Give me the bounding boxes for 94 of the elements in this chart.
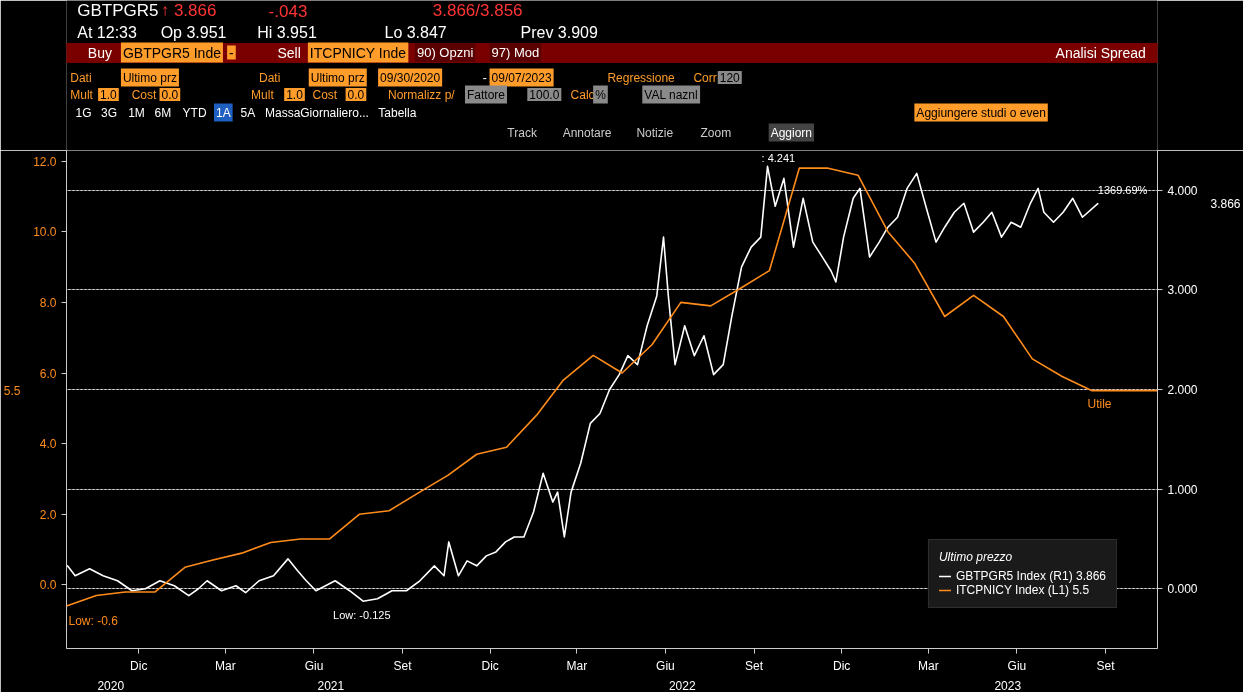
x-tick-label: Mar (917, 658, 939, 673)
text: Hi 3.951 (257, 24, 317, 41)
x-tick-label: Giu (656, 658, 675, 673)
text: 1G (75, 105, 92, 120)
text: Lo 3.847 (384, 24, 447, 41)
x-tick-label: Set (745, 658, 764, 673)
text: Annotare (562, 125, 612, 140)
text: GBTPGR5 Inde (122, 44, 222, 61)
y2-tick-label: 2.0 (39, 507, 57, 522)
text: 5A (240, 105, 256, 120)
y-tick-label: 1.000 (1167, 482, 1198, 497)
text: Mult (70, 87, 94, 102)
x-tick-label: Dic (481, 658, 499, 673)
text: 1M (128, 105, 145, 120)
text: Aggiungere studi o even (916, 105, 1046, 120)
text: Regressione (607, 70, 676, 85)
text: -.043 (268, 1, 308, 21)
y2-tick-label: 4.0 (39, 437, 57, 452)
x-tick-label: Set (393, 658, 413, 673)
text: ITCPNICY Inde (309, 44, 407, 61)
y2-tick-label: 8.0 (39, 295, 57, 310)
y-tick-label: 0.000 (1167, 582, 1198, 597)
text: 2021 (317, 678, 345, 692)
x-tick-label: Dic (832, 658, 851, 673)
text: Tabella (378, 105, 417, 120)
text: 09/30/2020 (380, 70, 441, 85)
text: 1.0 (286, 88, 304, 102)
text: 3.866 (1210, 197, 1241, 212)
text: - (229, 44, 235, 61)
text: GBTPGR5 (77, 1, 159, 20)
text: 97) Mod (491, 45, 540, 60)
text: Mult (251, 87, 275, 102)
text: Op 3.951 (160, 24, 227, 41)
text: - (482, 71, 487, 85)
y2-tick-label: 12.0 (33, 154, 57, 169)
y-tick-label: 2.000 (1167, 383, 1198, 398)
annotation: Utile (1087, 396, 1112, 411)
annotation: Low: -0.6 (68, 614, 119, 629)
text: Sell (277, 44, 301, 61)
text: 90) Opzni (416, 45, 474, 60)
text: Ultimo prz (122, 70, 177, 85)
annotation: Low: -0.125 (333, 609, 391, 622)
x-tick-label: Set (1096, 658, 1116, 673)
text: Prev 3.909 (520, 24, 599, 41)
text: Track (507, 125, 538, 140)
text: 2023 (994, 678, 1022, 692)
legend-title: Ultimo prezzo (938, 550, 1014, 564)
x-tick-label: Mar (215, 658, 236, 673)
legend-label: GBTPGR5 Index (R1) 3.866 (955, 569, 1106, 583)
text: 5.5 (3, 384, 21, 399)
y-tick-label: 4.000 (1167, 183, 1198, 198)
legend-label: ITCPNICY Index (L1) 5.5 (955, 583, 1090, 597)
text: 6M (154, 105, 172, 120)
text: Massa (265, 105, 301, 120)
y2-tick-label: 10.0 (33, 225, 57, 240)
text: 120 (719, 71, 741, 85)
text: 0.0 (347, 88, 365, 102)
x-tick-label: Mar (566, 658, 588, 673)
text: Calc (570, 87, 595, 102)
text: Aggiorn (770, 125, 813, 140)
text: 1A (215, 105, 231, 120)
text: 2022 (668, 678, 696, 692)
text: Ultimo prz (310, 70, 365, 85)
text: 09/07/2023 (491, 70, 552, 85)
text: YTD (182, 105, 207, 120)
y2-tick-label: 0.0 (39, 578, 57, 593)
text: Dati (70, 70, 92, 85)
text: 100.0 (529, 88, 560, 102)
text: 3G (100, 105, 117, 120)
text: 1.0 (100, 88, 118, 102)
text: Giornaliero... (300, 105, 369, 120)
y2-tick-label: 6.0 (39, 366, 57, 381)
text: VAL naznl (644, 87, 698, 102)
text: Notizie (636, 125, 674, 140)
text: At 12:33 (77, 24, 137, 41)
y-tick-label: 3.000 (1167, 283, 1198, 298)
text: Dati (258, 70, 281, 85)
text: % (595, 87, 607, 102)
x-tick-label: Giu (1007, 658, 1027, 673)
text: 3.866/3.856 (432, 1, 523, 20)
text: 0.0 (161, 88, 179, 102)
text: Buy (87, 44, 112, 61)
text: 2020 (97, 678, 125, 692)
text: Zoom (700, 125, 732, 140)
text: Cost (131, 87, 158, 102)
annotation: : 4.241 (761, 152, 796, 165)
text: Cost (312, 87, 338, 102)
text: Corr (693, 70, 717, 85)
text: ↑ 3.866 (160, 1, 217, 20)
x-tick-label: Dic (130, 658, 148, 673)
text: Normalizz p/ (387, 87, 456, 102)
x-tick-label: Giu (304, 658, 324, 673)
text: Analisi Spread (1055, 44, 1146, 61)
text: Fattore (466, 87, 506, 102)
